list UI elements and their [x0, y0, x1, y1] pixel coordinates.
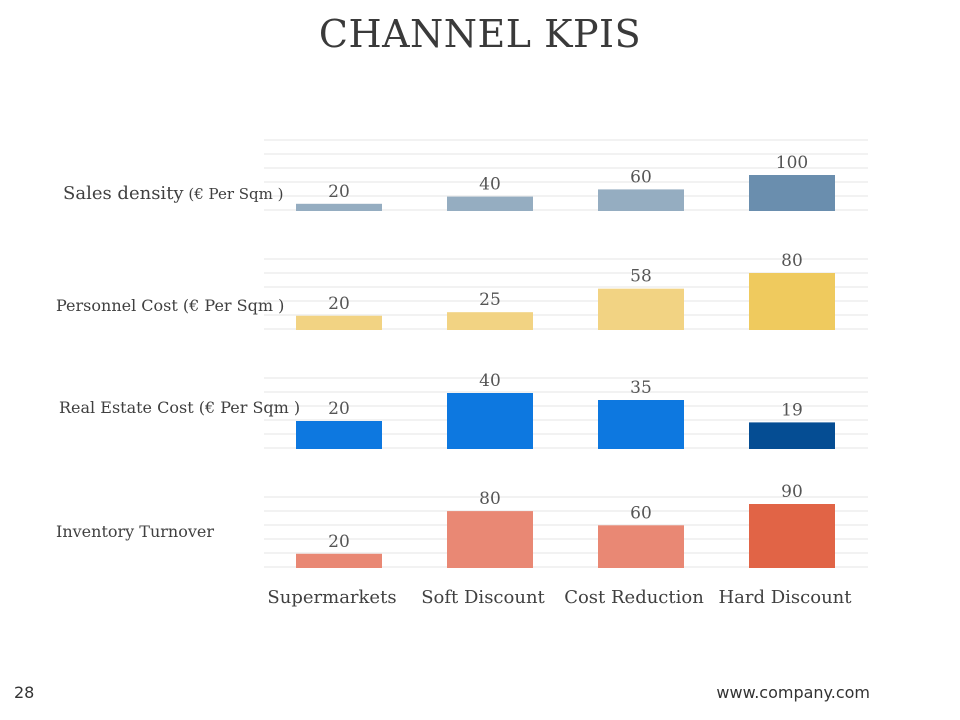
row-label-1: Personnel Cost (€ Per Sqm ) — [56, 296, 284, 315]
data-label: 35 — [630, 378, 652, 398]
data-label: 40 — [479, 175, 501, 195]
bar — [749, 504, 835, 568]
data-label: 80 — [781, 251, 803, 271]
bar — [296, 203, 382, 211]
bar — [296, 421, 382, 449]
row-label-2: Real Estate Cost (€ Per Sqm ) — [59, 398, 300, 417]
bar — [447, 196, 533, 211]
category-label: Cost Reduction — [564, 587, 704, 608]
data-label: 19 — [781, 400, 803, 420]
data-label: 58 — [630, 267, 652, 287]
bar — [598, 525, 684, 568]
data-label: 20 — [328, 532, 350, 552]
data-label: 100 — [776, 153, 808, 173]
bar — [598, 288, 684, 330]
bar — [296, 315, 382, 330]
data-label: 40 — [479, 371, 501, 391]
bar — [447, 511, 533, 568]
category-label: Hard Discount — [718, 587, 852, 608]
bar — [447, 312, 533, 330]
bar — [749, 273, 835, 330]
bar — [447, 393, 533, 449]
row-label-3: Inventory Turnover — [56, 522, 214, 541]
bar — [749, 422, 835, 449]
slide-title: CHANNEL KPIS — [318, 12, 642, 56]
bar — [749, 175, 835, 211]
bar — [296, 553, 382, 568]
category-label: Supermarkets — [267, 587, 396, 608]
data-label: 20 — [328, 399, 350, 419]
data-label: 60 — [630, 167, 652, 187]
data-label: 20 — [328, 294, 350, 314]
bar — [598, 189, 684, 211]
row-label-0: Sales density (€ Per Sqm ) — [63, 183, 284, 204]
category-label: Soft Discount — [421, 587, 545, 608]
bar — [598, 400, 684, 449]
data-label: 80 — [479, 489, 501, 509]
data-label: 20 — [328, 182, 350, 202]
footer-url: www.company.com — [716, 683, 870, 702]
data-label: 90 — [781, 482, 803, 502]
page-number: 28 — [14, 683, 35, 702]
data-label: 60 — [630, 503, 652, 523]
data-label: 25 — [479, 290, 501, 310]
